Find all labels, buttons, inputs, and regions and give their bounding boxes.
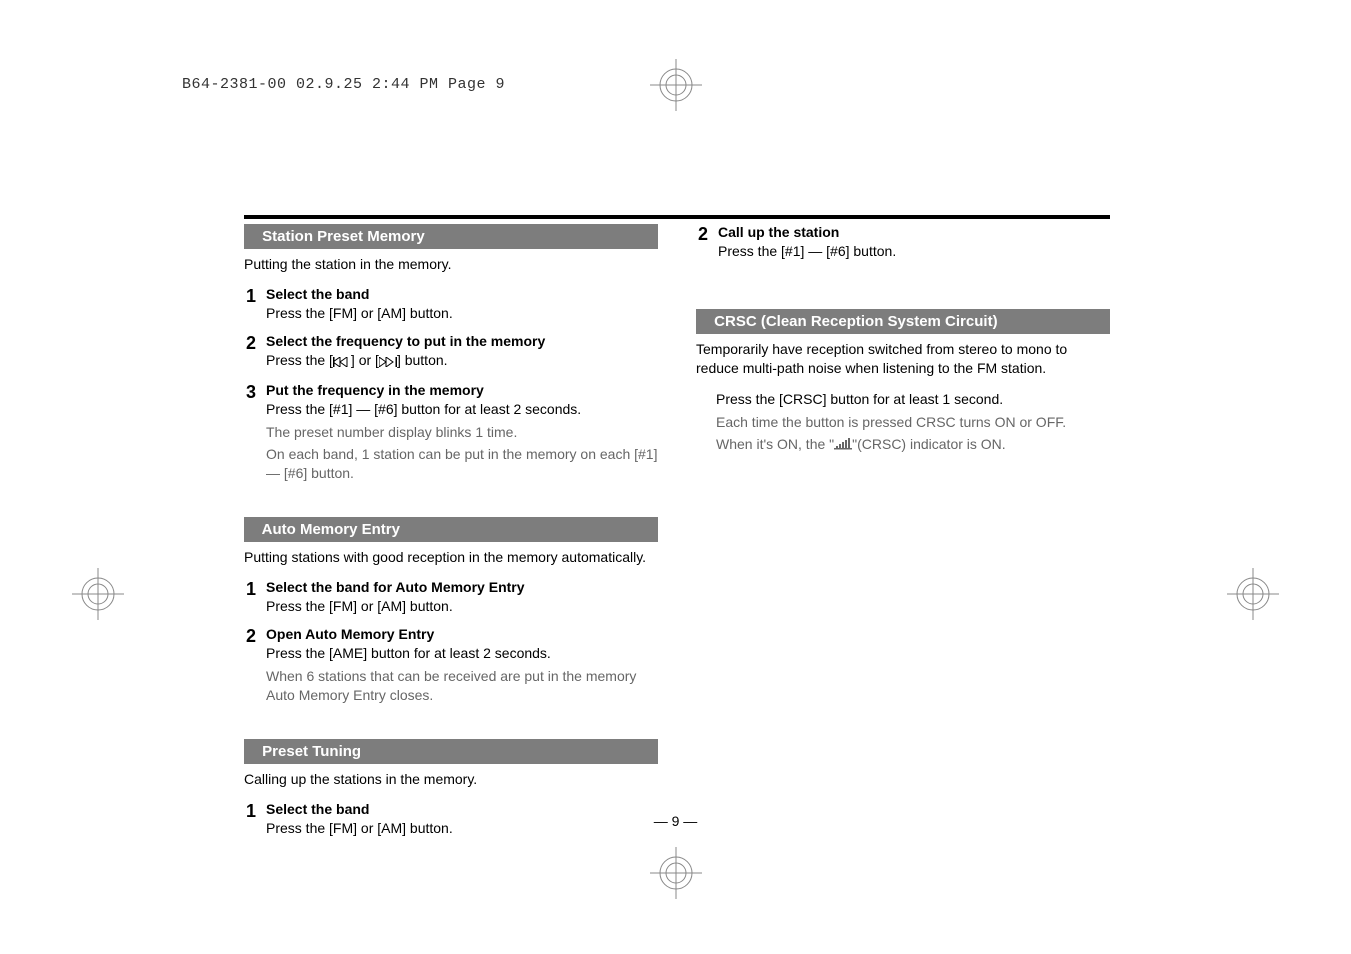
crsc-note: When it's ON, the ""(CRSC) indicator is … xyxy=(716,435,1110,455)
step-text: Press the [FM] or [AM] button. xyxy=(266,597,658,616)
left-column: Station Preset Memory Putting the statio… xyxy=(244,224,658,841)
step-title: Select the frequency to put in the memor… xyxy=(266,333,658,349)
step-text: Press the [#1] — [#6] button. xyxy=(718,242,1110,261)
ame-intro: Putting stations with good reception in … xyxy=(244,548,658,567)
step-number: 1 xyxy=(246,579,266,620)
skip-back-icon xyxy=(333,353,351,372)
step-number: 2 xyxy=(246,333,266,376)
step-note: The preset number display blinks 1 time. xyxy=(266,423,658,442)
step-number: 2 xyxy=(246,626,266,709)
ame-step-1: 1 Select the band for Auto Memory Entry … xyxy=(246,579,658,620)
step-title: Open Auto Memory Entry xyxy=(266,626,658,642)
step-note: On each band, 1 station can be put in th… xyxy=(266,445,658,483)
ame-step-2: 2 Open Auto Memory Entry Press the [AME]… xyxy=(246,626,658,709)
section-header-preset-tuning: Preset Tuning xyxy=(244,739,658,764)
pt-step-2: 2 Call up the station Press the [#1] — [… xyxy=(698,224,1110,265)
section-header-label: Preset Tuning xyxy=(262,743,361,760)
top-rule xyxy=(244,215,1110,219)
registration-mark-top xyxy=(650,59,702,114)
registration-mark-bottom xyxy=(650,847,702,902)
spm-step-1: 1 Select the band Press the [FM] or [AM]… xyxy=(246,286,658,327)
step-text: Press the [FM] or [AM] button. xyxy=(266,304,658,323)
registration-mark-right xyxy=(1227,568,1279,623)
section-header-label: CRSC (Clean Reception System Circuit) xyxy=(714,313,997,330)
section-header-auto-memory: Auto Memory Entry xyxy=(244,517,658,542)
step-number: 1 xyxy=(246,286,266,327)
signal-icon xyxy=(834,436,852,455)
step-text: Press the [#1] — [#6] button for at leas… xyxy=(266,400,658,419)
step-title: Select the band xyxy=(266,286,658,302)
page-number: — 9 — xyxy=(0,813,1351,829)
page-content: Station Preset Memory Putting the statio… xyxy=(244,224,1110,841)
step-title: Select the band for Auto Memory Entry xyxy=(266,579,658,595)
spm-step-3: 3 Put the frequency in the memory Press … xyxy=(246,382,658,488)
crsc-text: Press the [CRSC] button for at least 1 s… xyxy=(716,390,1110,409)
crsc-intro: Temporarily have reception switched from… xyxy=(696,340,1110,378)
section-header-label: Auto Memory Entry xyxy=(262,521,400,538)
spm-intro: Putting the station in the memory. xyxy=(244,255,658,274)
step-text: Press the [AME] button for at least 2 se… xyxy=(266,644,658,663)
section-header-label: Station Preset Memory xyxy=(262,228,425,245)
step-number: 3 xyxy=(246,382,266,488)
step-text: Press the [] or [] button. xyxy=(266,351,658,372)
step-number: 2 xyxy=(698,224,718,265)
section-header-station-preset: Station Preset Memory xyxy=(244,224,658,249)
step-title: Put the frequency in the memory xyxy=(266,382,658,398)
skip-forward-icon xyxy=(379,353,397,372)
print-header: B64-2381-00 02.9.25 2:44 PM Page 9 xyxy=(182,76,505,93)
right-column: 2 Call up the station Press the [#1] — [… xyxy=(696,224,1110,841)
spm-step-2: 2 Select the frequency to put in the mem… xyxy=(246,333,658,376)
pt-intro: Calling up the stations in the memory. xyxy=(244,770,658,789)
section-header-crsc: CRSC (Clean Reception System Circuit) xyxy=(696,309,1110,334)
step-title: Call up the station xyxy=(718,224,1110,240)
registration-mark-left xyxy=(72,568,124,623)
step-note: When 6 stations that can be received are… xyxy=(266,667,658,705)
crsc-note: Each time the button is pressed CRSC tur… xyxy=(716,413,1110,432)
